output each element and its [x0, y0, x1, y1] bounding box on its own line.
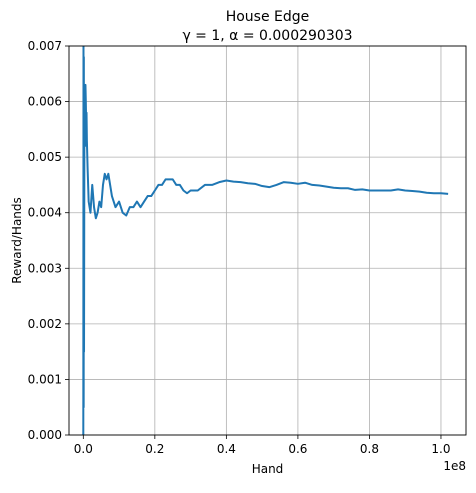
plot-frame	[68, 45, 467, 436]
x-tick-label: 0.0	[74, 442, 93, 456]
chart-subtitle: γ = 1, α = 0.000290303	[182, 28, 352, 44]
y-tick-label: 0.007	[28, 39, 62, 53]
series-layer	[82, 46, 449, 435]
plot-area	[69, 46, 466, 435]
x-axis-offset: 1e8	[443, 459, 466, 473]
x-tick-label: 0.6	[288, 442, 307, 456]
y-tick-label: 0.003	[28, 261, 62, 275]
series-line	[82, 46, 449, 435]
x-axis-label: Hand	[252, 462, 284, 476]
y-tick-label: 0.006	[28, 95, 62, 109]
x-tick-label: 0.2	[145, 442, 164, 456]
y-tick-label: 0.001	[28, 372, 62, 386]
x-tick-label: 1.0	[431, 442, 450, 456]
x-tick-label: 0.8	[360, 442, 379, 456]
y-tick-label: 0.002	[28, 317, 62, 331]
x-tick-label: 0.4	[217, 442, 236, 456]
chart-title: House Edge	[226, 9, 310, 25]
y-axis-label: Reward/Hands	[10, 197, 24, 284]
tick-layer: 0.0 0.2 0.4 0.6 0.8 1.0 0.000 0.001 0.002 0.003 0.…	[28, 39, 451, 456]
y-tick-label: 0.004	[28, 206, 62, 220]
y-tick-label: 0.000	[28, 428, 62, 442]
y-tick-label: 0.005	[28, 150, 62, 164]
